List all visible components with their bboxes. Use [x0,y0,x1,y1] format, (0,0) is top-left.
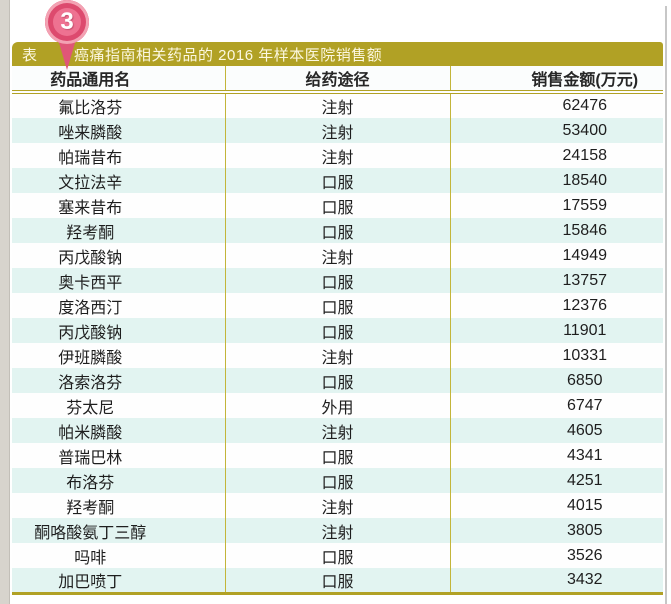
pin-number: 3 [60,8,74,35]
amount-cell: 18540 [449,168,663,193]
drug-name-cell: 酮咯酸氨丁三醇 [34,524,147,542]
sales-table: 药品通用名 给药途径 销售金额(万元) 氟比洛芬 注射 62476 唑来膦酸 注射 534… [12,66,663,595]
amount-cell: 3526 [449,543,663,568]
drug-name-cell: 羟考酮 [66,499,115,517]
left-edge-strip [0,0,10,604]
table-row: 帕米膦酸 注射 4605 [12,418,663,443]
drug-name-cell: 帕米膦酸 [58,424,123,442]
route-cell: 注射 [224,493,450,518]
route-cell: 外用 [224,393,450,418]
pin-tail-icon [57,36,77,70]
amount-cell: 6850 [449,368,663,393]
amount-cell: 53400 [449,118,663,143]
drug-name-cell: 丙戊酸钠 [58,249,123,267]
drug-name-cell: 丙戊酸钠 [58,324,123,342]
table-number-pin: 3 [45,0,89,74]
table-row: 吗啡 口服 3526 [12,543,663,568]
drug-name-cell: 普瑞巴林 [58,449,123,467]
route-cell: 口服 [224,268,450,293]
amount-cell: 4341 [449,443,663,468]
route-cell: 口服 [224,318,450,343]
table-label: 表 [22,46,38,64]
route-cell: 口服 [224,168,450,193]
route-cell: 注射 [224,243,450,268]
amount-cell: 13757 [449,268,663,293]
amount-cell: 6747 [449,393,663,418]
amount-cell: 4605 [449,418,663,443]
table-title-bar: 表 癌痛指南相关药品的 2016 年样本医院销售额 [12,42,663,66]
route-cell: 口服 [224,293,450,318]
table-row: 洛索洛芬 口服 6850 [12,368,663,393]
route-cell: 口服 [224,193,450,218]
table-row: 奥卡西平 口服 13757 [12,268,663,293]
amount-cell: 62476 [449,92,663,118]
route-cell: 注射 [224,343,450,368]
route-cell: 注射 [224,418,450,443]
table-body: 氟比洛芬 注射 62476 唑来膦酸 注射 53400 帕瑞昔布 注射 24158 文拉法辛 口服 1… [12,92,663,594]
route-cell: 口服 [224,568,450,594]
table-row: 加巴喷丁 口服 3432 [12,568,663,594]
table-row: 布洛芬 口服 4251 [12,468,663,493]
table-row: 塞来昔布 口服 17559 [12,193,663,218]
drug-name-cell: 奥卡西平 [58,274,123,292]
amount-cell: 4015 [449,493,663,518]
route-cell: 口服 [224,368,450,393]
route-cell: 口服 [224,468,450,493]
route-cell: 口服 [224,543,450,568]
drug-name-cell: 洛索洛芬 [58,374,123,392]
table-title: 癌痛指南相关药品的 2016 年样本医院销售额 [74,46,383,64]
table-row: 羟考酮 口服 15846 [12,218,663,243]
pin-circle-icon: 3 [45,0,89,44]
table-row: 丙戊酸钠 注射 14949 [12,243,663,268]
amount-cell: 15846 [449,218,663,243]
amount-cell: 4251 [449,468,663,493]
amount-cell: 10331 [449,343,663,368]
route-cell: 口服 [224,443,450,468]
drug-name-cell: 帕瑞昔布 [58,149,123,167]
column-header-sales-amount: 销售金额(万元) [449,66,663,94]
amount-cell: 12376 [449,293,663,318]
drug-name-cell: 文拉法辛 [58,174,123,192]
table-row: 羟考酮 注射 4015 [12,493,663,518]
drug-name-cell: 氟比洛芬 [58,100,123,117]
header-row: 药品通用名 给药途径 销售金额(万元) [12,66,663,94]
right-edge-line [665,6,667,604]
route-cell: 注射 [224,92,450,118]
column-header-drug-name: 药品通用名 [12,66,225,94]
amount-cell: 17559 [449,193,663,218]
drug-name-cell: 加巴喷丁 [58,574,123,591]
drug-name-cell: 唑来膦酸 [58,124,123,142]
drug-name-cell: 布洛芬 [66,474,115,492]
route-cell: 口服 [224,218,450,243]
table-row: 芬太尼 外用 6747 [12,393,663,418]
route-cell: 注射 [224,118,450,143]
route-cell: 注射 [224,143,450,168]
drug-name-cell: 伊班膦酸 [58,349,123,367]
table-row: 丙戊酸钠 口服 11901 [12,318,663,343]
column-header-route: 给药途径 [224,66,450,94]
drug-name-cell: 芬太尼 [66,399,115,417]
amount-cell: 14949 [449,243,663,268]
amount-cell: 3805 [449,518,663,543]
drug-name-cell: 羟考酮 [66,224,115,242]
drug-name-cell: 度洛西汀 [58,299,123,317]
table-row: 普瑞巴林 口服 4341 [12,443,663,468]
table-row: 唑来膦酸 注射 53400 [12,118,663,143]
amount-cell: 3432 [449,568,663,594]
table-row: 文拉法辛 口服 18540 [12,168,663,193]
table-row: 酮咯酸氨丁三醇 注射 3805 [12,518,663,543]
table-row: 度洛西汀 口服 12376 [12,293,663,318]
route-cell: 注射 [224,518,450,543]
table-row: 伊班膦酸 注射 10331 [12,343,663,368]
amount-cell: 24158 [449,143,663,168]
table-row: 氟比洛芬 注射 62476 [12,92,663,118]
table-row: 帕瑞昔布 注射 24158 [12,143,663,168]
amount-cell: 11901 [449,318,663,343]
table-header: 药品通用名 给药途径 销售金额(万元) [12,66,663,94]
drug-name-cell: 吗啡 [74,549,107,567]
drug-name-cell: 塞来昔布 [58,199,123,217]
